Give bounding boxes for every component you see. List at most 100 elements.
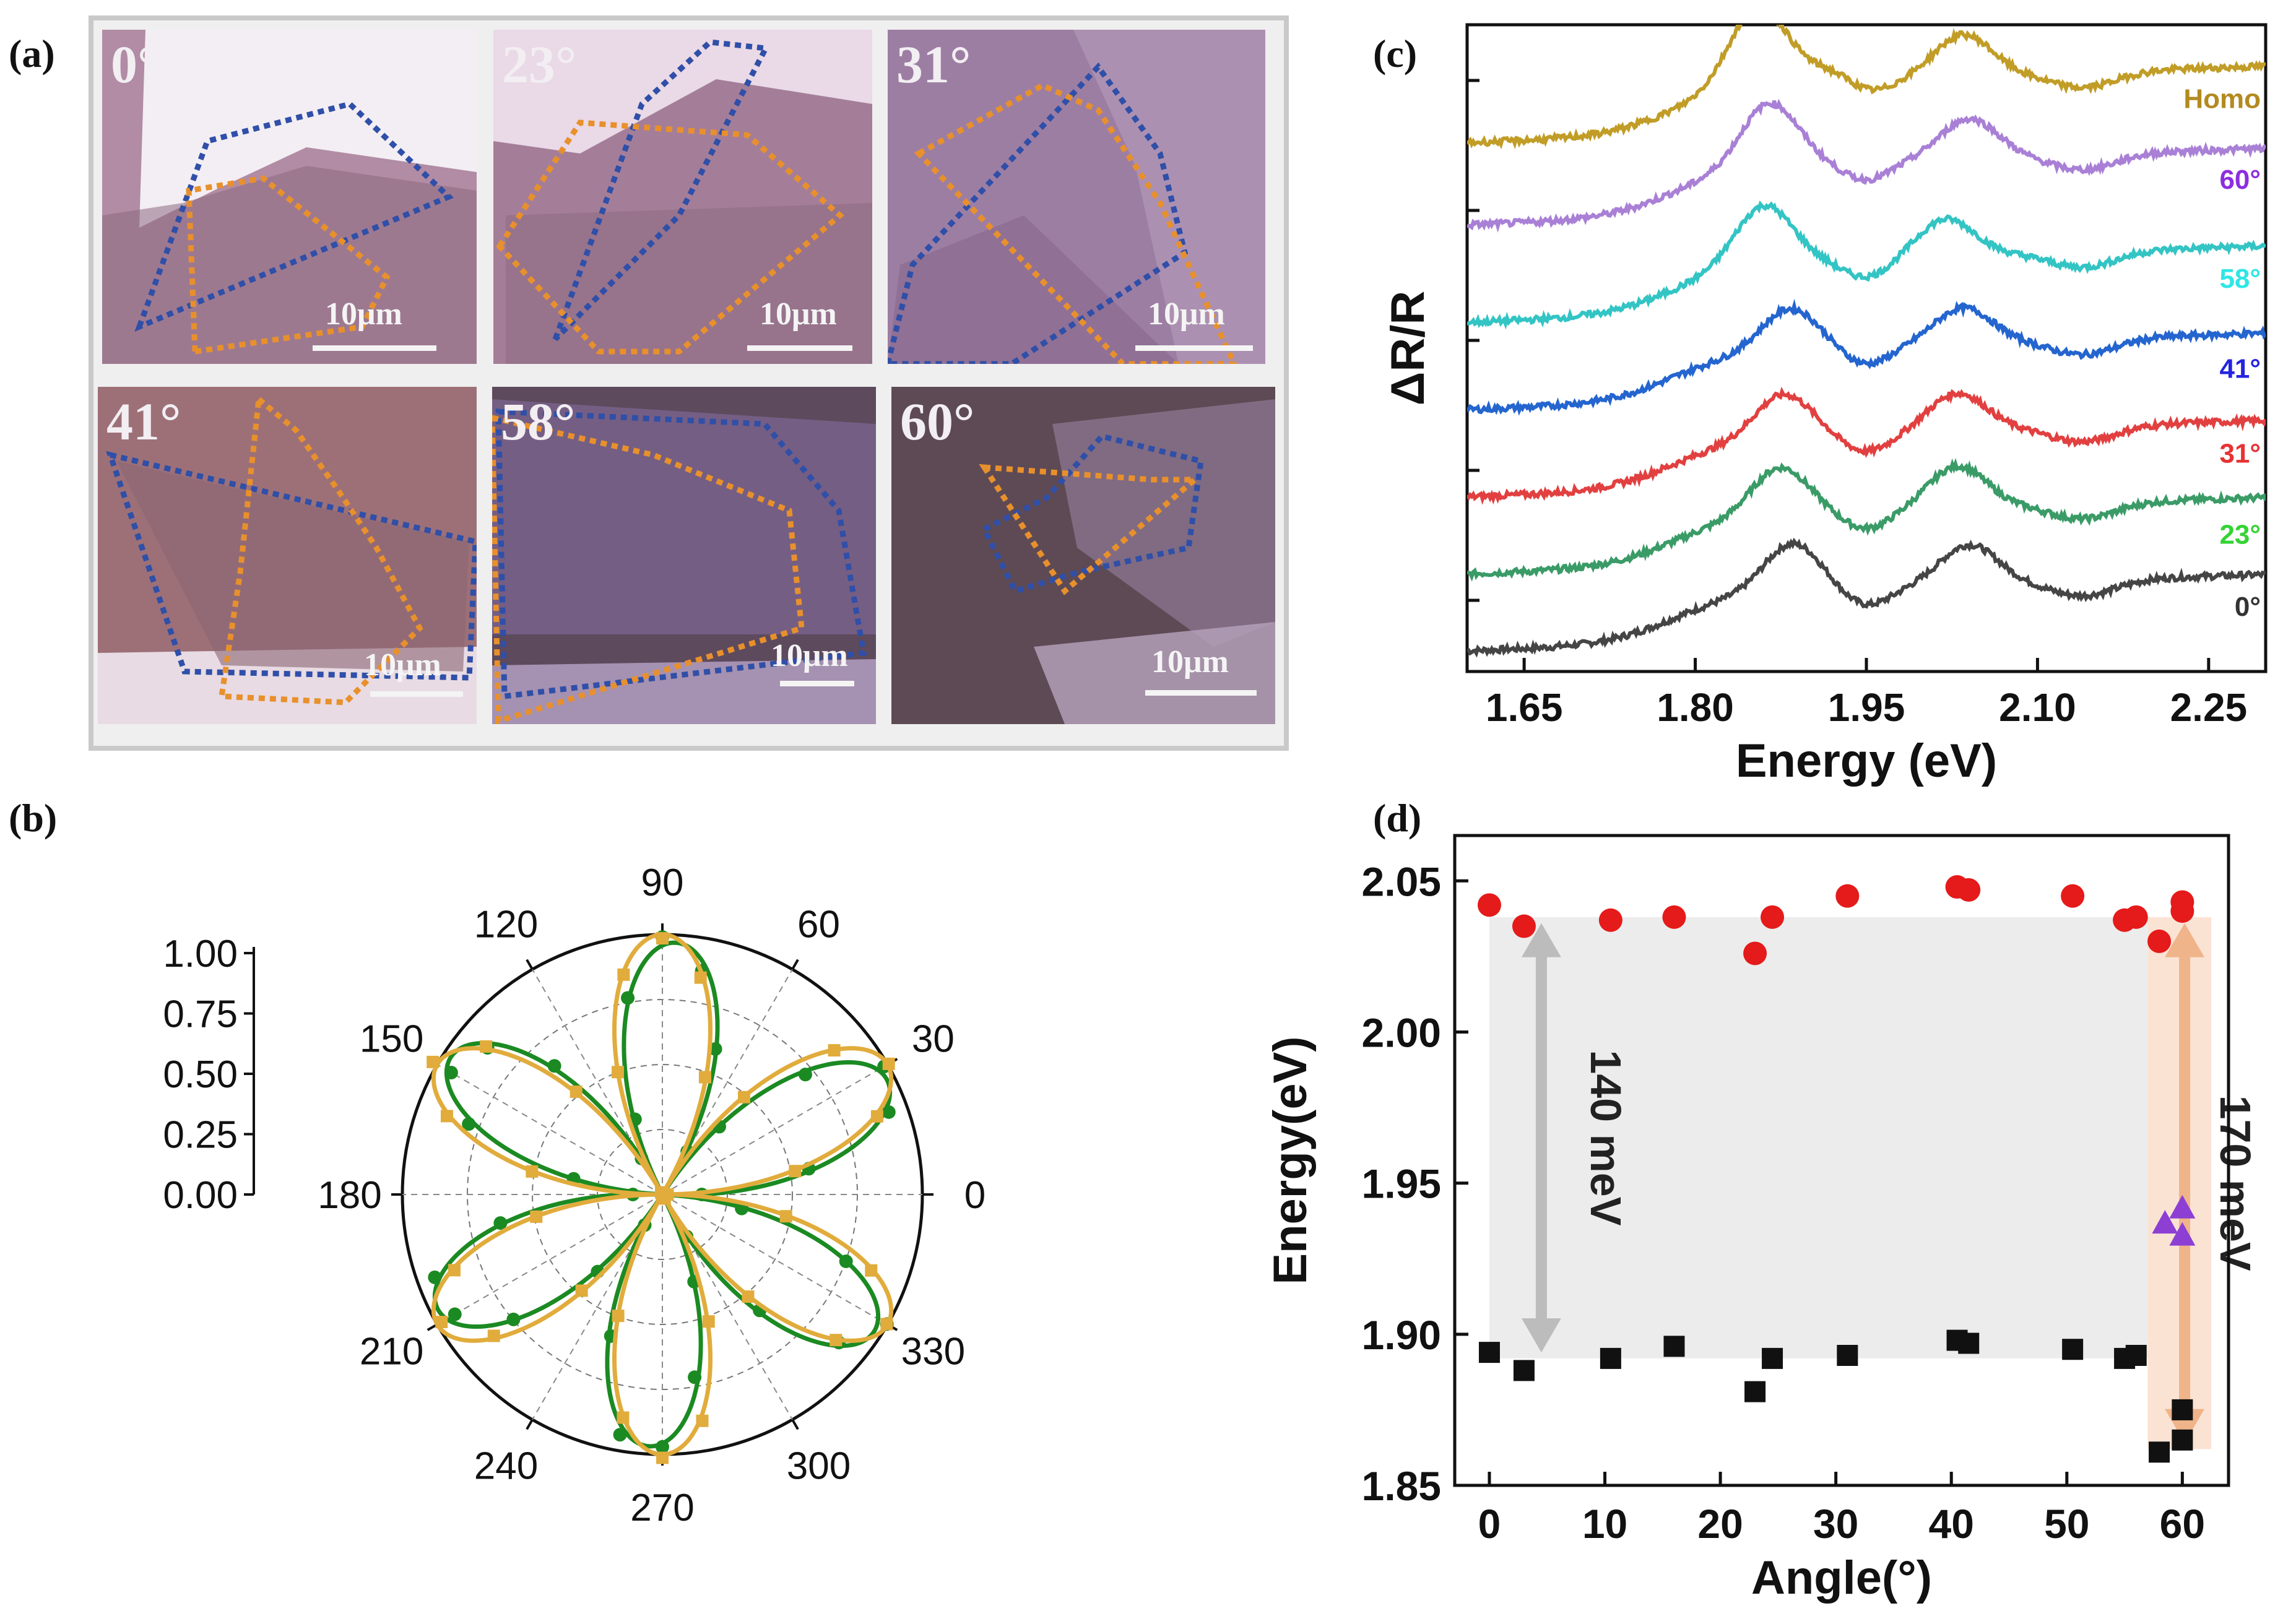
data-point [1957,878,1981,902]
polar-angle-tick-label: 90 [641,862,684,904]
polar-angle-tick-label: 270 [630,1487,694,1529]
micrograph-image [493,30,872,364]
twist-angle-label: 0° [111,35,159,94]
x-tick-label: 40 [1929,1501,1974,1547]
data-point [1513,1360,1535,1381]
data-point [2172,1429,2193,1451]
polar-angle-tick-label: 300 [787,1445,851,1487]
data-point [1743,941,1767,965]
y-tick-label: 1.90 [1362,1312,1441,1358]
polar-data-point [839,1254,853,1268]
micrograph-tile-23: 23° 10μm [493,30,872,364]
x-tick-label: 60 [2160,1501,2205,1547]
flake-region [1034,622,1275,724]
data-point [1762,1347,1783,1369]
polar-spoke [532,1194,663,1420]
micrograph-tile-31: 31° 10μm [888,30,1265,364]
data-point [2124,905,2148,929]
x-tick-label: 1.80 [1657,685,1734,730]
data-point [2147,929,2172,953]
x-tick-label: 10 [1582,1501,1627,1547]
gap-arrow-140-head [1521,1318,1561,1353]
gap-label-170: 170 meV [2211,1095,2259,1271]
polar-data-point [444,1066,458,1080]
polar-data-point [870,1110,883,1123]
panel-label-a: (a) [9,32,55,76]
x-tick-label: 2.25 [2170,685,2248,730]
x-tick-label: 1.95 [1828,685,1905,730]
data-point [1837,1345,1858,1366]
polar-data-point [688,1370,702,1384]
polar-spoke [532,969,663,1195]
series-label: 58° [2219,264,2261,294]
data-point [1478,1342,1500,1363]
bottom-layer-outline [186,175,391,355]
scale-bar-label: 10μm [760,296,837,332]
bottom-layer-outline [218,394,423,706]
bottom-layer-outline [496,119,844,355]
polar-data-point [742,1290,755,1303]
data-point [1663,1336,1685,1357]
series-label: 60° [2219,165,2261,195]
data-point [2061,884,2085,908]
scale-bar-label: 10μm [325,296,402,332]
polar-data-point [427,1055,440,1068]
micrograph-image [891,387,1275,724]
polar-data-point [798,1068,812,1082]
scale-bar-label: 10μm [1148,296,1225,332]
polar-data-point [737,1091,750,1104]
polar-tick [791,1419,799,1430]
polar-data-point [696,1414,709,1427]
polar-angle-tick-label: 60 [797,904,840,946]
data-point [1761,905,1785,929]
polar-angle-tick-label: 240 [474,1445,538,1487]
scale-bar [370,691,463,697]
polar-tick [526,1419,534,1430]
polar-angle-tick-label: 180 [318,1174,381,1217]
micrograph-tile-58: 58° 10μm [492,387,876,724]
micrograph-image [98,387,477,724]
micrograph-image [492,387,876,724]
scale-bar [1145,690,1257,696]
plot-frame [1453,834,2230,1487]
polar-tick [526,959,534,970]
spectra-chart: 1.65 1.80 1.95 2.10 2.25 Energy (eV) ΔR/R 0° 23°… [1387,23,2268,787]
polar-data-point [570,1085,583,1098]
data-point [1477,893,1501,917]
panel-label-c: (c) [1373,32,1418,76]
panel-label-d: (d) [1373,796,1422,840]
x-tick-label: 30 [1813,1501,1858,1547]
micrograph-image [888,30,1265,364]
data-point [1662,905,1686,929]
x-tick-label: 2.10 [1999,685,2076,730]
flake-region [506,203,872,364]
data-point [2062,1339,2084,1360]
data-point [1598,908,1622,932]
flake-region [888,215,1179,364]
panel-label-b: (b) [9,796,58,840]
twist-angle-label: 23° [502,35,577,94]
radial-tick-label: 1.00 [163,933,238,975]
twist-angle-label: 31° [896,35,971,94]
micrograph-tile-60: 60° 10μm [891,387,1275,724]
polar-tick [791,959,799,970]
top-layer-outline [552,39,771,342]
micrograph-image [102,30,477,364]
top-layer-outline [134,101,454,332]
polar-data-point [612,1066,625,1079]
twist-angle-label: 58° [501,392,576,451]
polar-chart: 0 30 60 90 120 150 180 210 240 270 300 330 0.00 0.25 0… [163,862,986,1529]
polar-data-point [658,1192,671,1205]
x-axis-label: Energy (eV) [1736,735,1997,787]
polar-data-point [621,991,635,1005]
x-tick-label: 0 [1478,1501,1501,1547]
polar-data-point [448,1264,461,1277]
micrograph-tile-41: 41° 10μm [98,387,477,724]
spectrum-line [1467,200,2266,330]
polar-data-point [830,1334,843,1347]
polar-data-point [530,1210,543,1223]
polar-data-point [694,971,707,984]
y-tick-label: 2.05 [1362,858,1441,904]
scale-bar [780,681,854,686]
radial-tick-label: 0.25 [163,1114,238,1157]
